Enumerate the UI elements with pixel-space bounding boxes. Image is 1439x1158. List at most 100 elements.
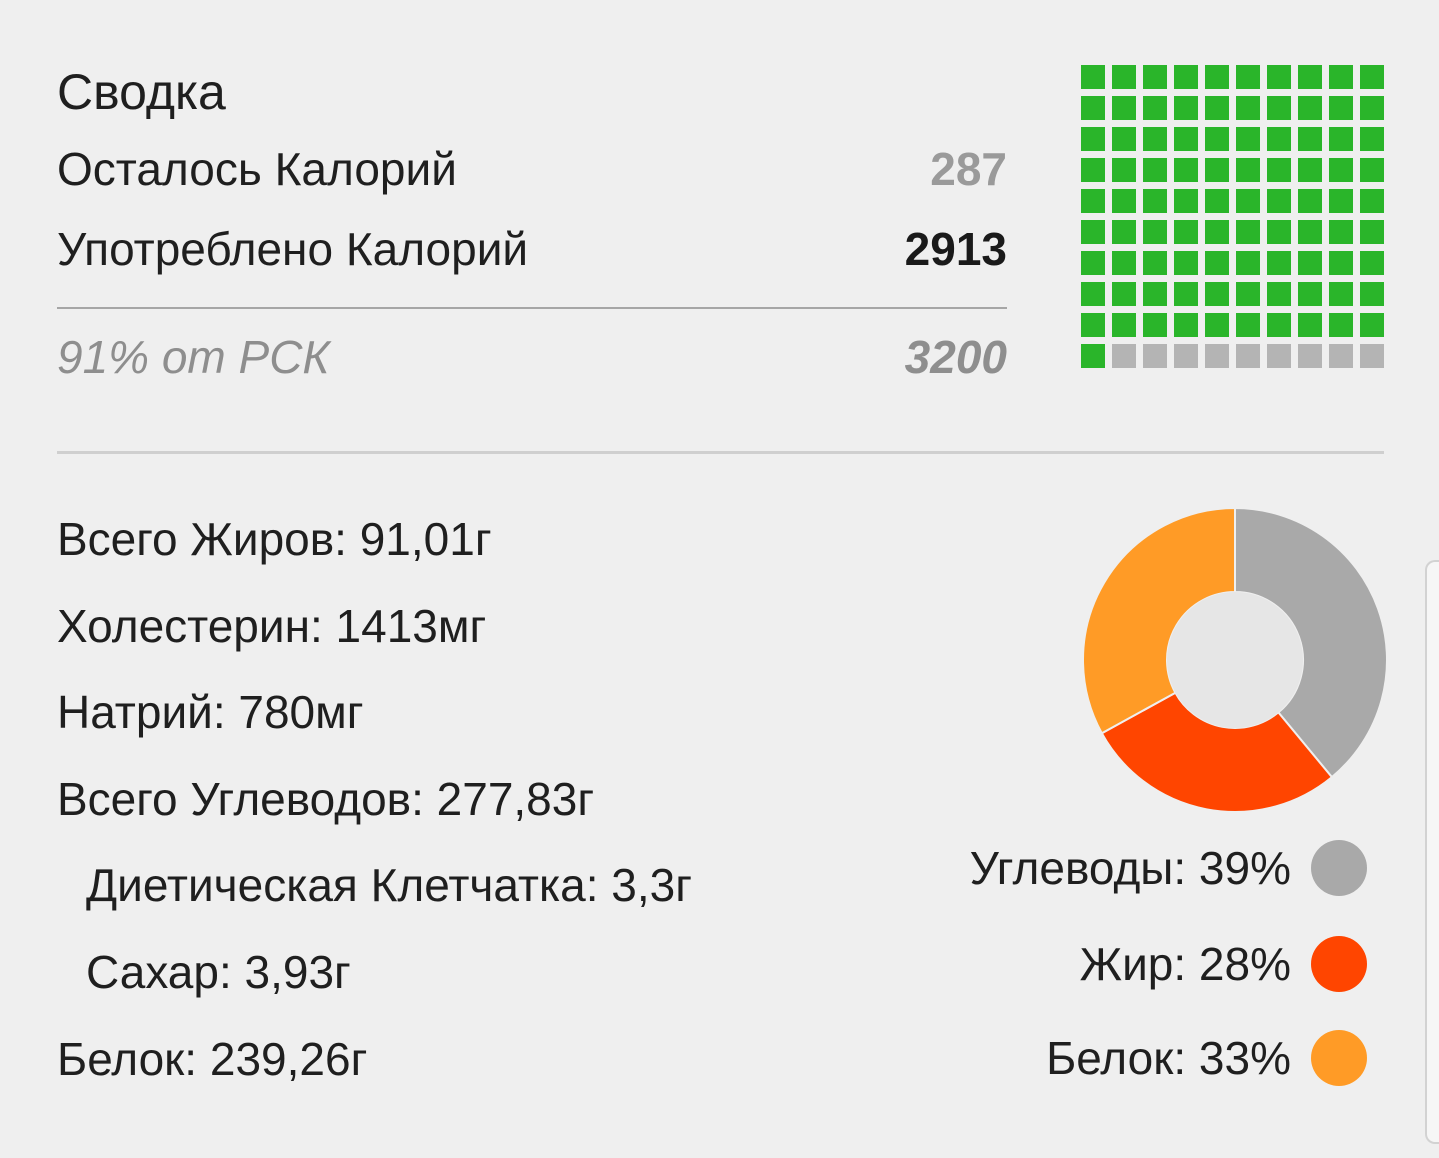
grid-cell-filled bbox=[1267, 65, 1291, 89]
grid-cell-filled bbox=[1329, 65, 1353, 89]
grid-cell-filled bbox=[1360, 251, 1384, 275]
grid-cell-filled bbox=[1298, 313, 1322, 337]
grid-cell-filled bbox=[1236, 65, 1260, 89]
nutrient-total-carbs: Всего Углеводов: 277,83г bbox=[57, 773, 595, 825]
grid-cell-filled bbox=[1360, 189, 1384, 213]
grid-cell-empty bbox=[1143, 344, 1167, 368]
grid-cell-filled bbox=[1329, 282, 1353, 306]
legend-fat: Жир: 28% bbox=[1080, 936, 1367, 992]
grid-cell-filled bbox=[1267, 251, 1291, 275]
grid-cell-filled bbox=[1143, 127, 1167, 151]
grid-cell-filled bbox=[1298, 282, 1322, 306]
remaining-calories-row: Осталось Калорий 287 bbox=[57, 142, 1007, 196]
section-divider bbox=[57, 451, 1384, 454]
grid-cell-filled bbox=[1236, 96, 1260, 120]
grid-cell-filled bbox=[1174, 189, 1198, 213]
grid-cell-filled bbox=[1143, 313, 1167, 337]
grid-cell-filled bbox=[1112, 220, 1136, 244]
grid-cell-filled bbox=[1112, 282, 1136, 306]
grid-cell-filled bbox=[1081, 65, 1105, 89]
legend-fat-label: Жир: 28% bbox=[1079, 938, 1291, 990]
grid-cell-filled bbox=[1298, 127, 1322, 151]
grid-cell-filled bbox=[1236, 220, 1260, 244]
grid-cell-filled bbox=[1174, 127, 1198, 151]
grid-cell-filled bbox=[1174, 313, 1198, 337]
rdi-row: 91% от РСК 3200 bbox=[57, 330, 1007, 384]
consumed-calories-label: Употреблено Калорий bbox=[57, 223, 529, 275]
grid-cell-filled bbox=[1267, 189, 1291, 213]
grid-cell-filled bbox=[1329, 158, 1353, 182]
grid-cell-filled bbox=[1267, 158, 1291, 182]
legend-fat-dot bbox=[1311, 936, 1367, 992]
grid-cell-filled bbox=[1143, 220, 1167, 244]
scroll-indicator[interactable] bbox=[1425, 560, 1439, 1144]
grid-cell-filled bbox=[1205, 189, 1229, 213]
grid-cell-filled bbox=[1205, 158, 1229, 182]
grid-cell-filled bbox=[1143, 96, 1167, 120]
grid-cell-filled bbox=[1081, 344, 1105, 368]
grid-cell-filled bbox=[1081, 189, 1105, 213]
grid-cell-filled bbox=[1205, 65, 1229, 89]
grid-cell-filled bbox=[1298, 251, 1322, 275]
grid-cell-filled bbox=[1298, 65, 1322, 89]
grid-cell-empty bbox=[1298, 344, 1322, 368]
grid-cell-filled bbox=[1298, 158, 1322, 182]
rdi-percent-label: 91% от РСК bbox=[57, 331, 330, 383]
grid-cell-filled bbox=[1112, 65, 1136, 89]
grid-cell-filled bbox=[1298, 220, 1322, 244]
grid-cell-filled bbox=[1174, 251, 1198, 275]
grid-cell-filled bbox=[1360, 127, 1384, 151]
grid-cell-filled bbox=[1174, 65, 1198, 89]
nutrient-cholesterol: Холестерин: 1413мг bbox=[57, 600, 487, 652]
grid-cell-filled bbox=[1236, 127, 1260, 151]
grid-cell-filled bbox=[1205, 251, 1229, 275]
grid-cell-filled bbox=[1360, 282, 1384, 306]
grid-cell-filled bbox=[1174, 158, 1198, 182]
macro-donut-chart bbox=[1082, 506, 1388, 813]
grid-cell-filled bbox=[1081, 127, 1105, 151]
donut-center bbox=[1167, 592, 1303, 728]
grid-cell-filled bbox=[1236, 189, 1260, 213]
legend-protein-dot bbox=[1311, 1030, 1367, 1086]
grid-cell-filled bbox=[1298, 96, 1322, 120]
legend-carbs: Углеводы: 39% bbox=[970, 840, 1367, 896]
grid-cell-filled bbox=[1205, 282, 1229, 306]
grid-cell-filled bbox=[1329, 189, 1353, 213]
grid-cell-empty bbox=[1112, 344, 1136, 368]
grid-cell-filled bbox=[1360, 313, 1384, 337]
grid-cell-filled bbox=[1081, 282, 1105, 306]
legend-protein-label: Белок: 33% bbox=[1046, 1032, 1291, 1084]
nutrient-sodium: Натрий: 780мг bbox=[57, 686, 364, 738]
grid-cell-filled bbox=[1174, 96, 1198, 120]
grid-cell-filled bbox=[1143, 189, 1167, 213]
grid-cell-empty bbox=[1205, 344, 1229, 368]
legend-carbs-label: Углеводы: 39% bbox=[969, 842, 1291, 894]
grid-cell-empty bbox=[1360, 344, 1384, 368]
grid-cell-filled bbox=[1329, 127, 1353, 151]
grid-cell-filled bbox=[1360, 65, 1384, 89]
legend-carbs-dot bbox=[1311, 840, 1367, 896]
grid-cell-empty bbox=[1174, 344, 1198, 368]
calorie-progress-grid bbox=[1081, 65, 1386, 370]
grid-cell-filled bbox=[1267, 282, 1291, 306]
rdi-total-value: 3200 bbox=[904, 331, 1007, 383]
grid-cell-filled bbox=[1081, 96, 1105, 120]
grid-cell-filled bbox=[1174, 220, 1198, 244]
grid-cell-filled bbox=[1112, 96, 1136, 120]
grid-cell-filled bbox=[1236, 313, 1260, 337]
grid-cell-filled bbox=[1112, 189, 1136, 213]
summary-title: Сводка bbox=[57, 64, 226, 120]
grid-cell-filled bbox=[1329, 96, 1353, 120]
remaining-calories-label: Осталось Калорий bbox=[57, 143, 457, 195]
grid-cell-filled bbox=[1236, 282, 1260, 306]
grid-cell-filled bbox=[1267, 127, 1291, 151]
grid-cell-filled bbox=[1329, 313, 1353, 337]
grid-cell-filled bbox=[1360, 220, 1384, 244]
nutrient-sugar: Сахар: 3,93г bbox=[86, 946, 351, 998]
grid-cell-filled bbox=[1267, 220, 1291, 244]
grid-cell-filled bbox=[1205, 220, 1229, 244]
grid-cell-filled bbox=[1174, 282, 1198, 306]
nutrient-protein: Белок: 239,26г bbox=[57, 1033, 368, 1085]
grid-cell-filled bbox=[1267, 313, 1291, 337]
grid-cell-filled bbox=[1143, 158, 1167, 182]
